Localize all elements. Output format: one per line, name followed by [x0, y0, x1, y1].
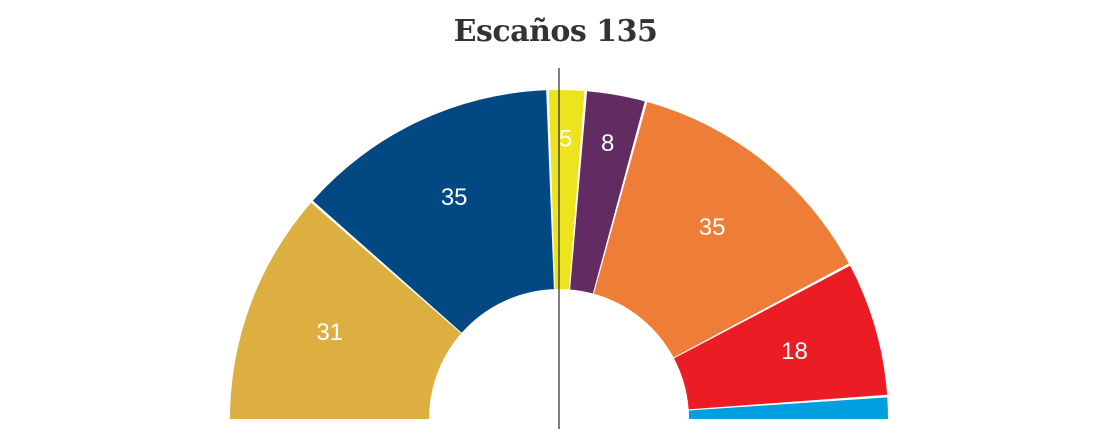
seat-slice-6	[674, 265, 888, 410]
seat-label-6: 18	[781, 338, 808, 365]
seat-label-3: 5	[559, 126, 572, 153]
seat-slice-2	[312, 90, 554, 333]
seat-label-1: 31	[316, 319, 343, 346]
seat-slice-5	[593, 102, 849, 358]
seat-slice-3	[548, 90, 585, 290]
seat-slices	[230, 90, 888, 419]
seat-slice-7	[688, 397, 888, 419]
seat-slice-1	[230, 202, 462, 419]
seat-label-4: 8	[601, 130, 614, 157]
seat-label-2: 35	[441, 184, 468, 211]
seat-slice-4	[570, 91, 645, 294]
seat-labels: 31 35 5 8 35 18	[316, 126, 807, 365]
chart-title: Escaños 135	[453, 14, 658, 49]
seat-label-5: 35	[699, 214, 726, 241]
